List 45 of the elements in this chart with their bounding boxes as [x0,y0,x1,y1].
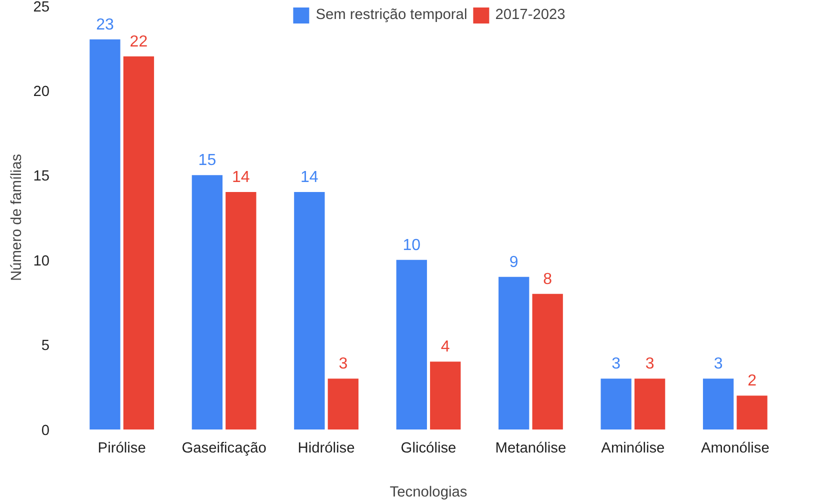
data-label: 23 [96,16,114,34]
bar [600,378,632,430]
data-label: 15 [198,152,216,170]
y-tick-label: 25 [33,0,50,16]
y-tick-label: 5 [41,338,50,354]
bar [226,192,256,430]
data-label: 14 [300,169,318,186]
bar [396,260,427,430]
y-tick-label: 15 [33,168,50,185]
bar [634,378,666,430]
bar [192,175,223,430]
bar [123,56,154,430]
x-tick-label: Pirólise [98,440,146,456]
data-label: 3 [645,356,654,373]
bar [532,294,563,430]
data-label: 14 [232,169,250,186]
bar [736,396,768,430]
x-tick-label: Aminólise [601,440,665,456]
data-label: 10 [402,236,421,254]
y-tick-label: 10 [33,253,50,270]
data-label: 8 [543,270,552,288]
legend-label: Sem restrição temporal [316,7,468,23]
y-tick-label: 0 [41,423,50,439]
x-axis-title: Tecnologias [390,484,468,500]
x-tick-label: Amonólise [700,440,770,456]
x-tick-label: Metanólise [495,440,566,456]
y-tick-label: 20 [33,84,50,100]
data-label: 9 [509,254,518,271]
bar [328,378,358,430]
data-label: 3 [338,356,348,373]
data-label: 2 [748,372,757,390]
data-label: 3 [714,356,723,373]
x-tick-label: Glicólise [400,440,456,456]
data-label: 4 [440,338,450,356]
x-tick-label: Hidrólise [298,440,355,456]
y-axis-title: Número de famílias [9,154,26,282]
bar [702,378,734,430]
data-label: 22 [130,33,148,50]
legend-label: 2017-2023 [495,7,566,23]
data-label: 3 [612,356,621,373]
bar [430,362,461,430]
bar [90,39,120,430]
x-tick-label: Gaseificação [182,440,266,456]
bar [498,276,530,430]
bar [294,192,325,430]
